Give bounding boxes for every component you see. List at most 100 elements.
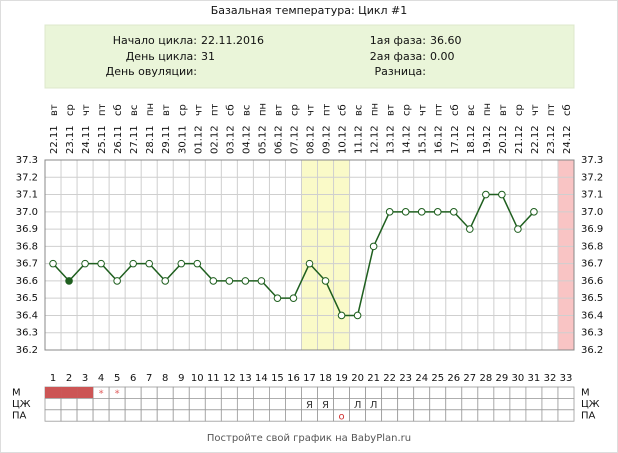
temperature-point: [161, 277, 170, 285]
row-cell: [445, 386, 463, 399]
x-date: 17.12: [450, 125, 461, 154]
x-day-number: 7: [146, 373, 152, 384]
row-cell: [269, 397, 286, 411]
x-date: 18.12: [466, 125, 477, 154]
chart-title: Базальная температура: Цикл #1: [211, 4, 408, 17]
row-cell: [445, 409, 463, 422]
temperature-point: [466, 225, 474, 233]
row-label: М: [12, 388, 21, 399]
x-date: 06.12: [273, 125, 284, 154]
x-weekday: чт: [418, 104, 429, 116]
temperature-point: [401, 208, 410, 216]
x-weekday: сб: [113, 104, 124, 116]
row-cell: [204, 409, 222, 422]
x-weekday: вт: [498, 104, 509, 116]
row-cell: [140, 386, 158, 399]
x-weekday: ср: [289, 104, 300, 116]
x-day-number: 32: [544, 373, 557, 384]
y2-tick-label: 37.3: [581, 155, 603, 166]
temperature-point: [385, 208, 394, 216]
row-cell: [44, 397, 62, 411]
highlight-column: [301, 160, 318, 350]
y-tick-label: 36.4: [16, 310, 38, 321]
row-cell: [493, 397, 511, 411]
x-weekday: чт: [530, 104, 541, 116]
temperature-point: [498, 190, 506, 199]
row-cell: [140, 409, 158, 422]
row-cell: [204, 386, 222, 399]
row-cell: [477, 409, 495, 422]
temperature-point: [369, 242, 378, 251]
info-value: 22.11.2016: [201, 34, 264, 47]
y-tick-label: 37.1: [16, 190, 38, 201]
y-tick-label: 37.0: [16, 207, 38, 218]
row-cell: [477, 386, 495, 399]
temperature-point: [337, 311, 346, 320]
x-date: 15.12: [418, 125, 429, 154]
row-cell: [124, 409, 142, 422]
row-cell: [301, 409, 318, 422]
row-cell: [333, 397, 350, 411]
row-cell: [365, 409, 383, 422]
x-date: 28.11: [145, 125, 156, 154]
temperature-point: [97, 259, 105, 268]
x-date: 09.12: [322, 125, 333, 154]
x-day-number: 15: [271, 373, 284, 384]
filled-cell: [77, 387, 94, 399]
row-cell: [92, 409, 110, 422]
y2-tick-label: 36.4: [581, 310, 603, 321]
x-day-number: 20: [351, 373, 364, 384]
highlight-column: [317, 160, 334, 350]
row-mark: *: [99, 389, 104, 400]
row-cell: [124, 386, 142, 399]
temperature-point: [113, 277, 121, 285]
row-label: ПА: [12, 411, 27, 422]
info-label: День цикла:: [126, 50, 197, 63]
row-cell: [509, 397, 527, 411]
row-cell: [108, 409, 126, 422]
y2-tick-label: 36.2: [581, 345, 603, 356]
temperature-point: [417, 208, 426, 216]
x-weekday: вт: [49, 104, 60, 116]
x-day-number: 10: [191, 373, 204, 384]
row-cell: [60, 409, 78, 422]
x-day-number: 3: [82, 373, 88, 384]
x-date: 22.11: [49, 125, 60, 154]
temperature-point: [273, 294, 282, 302]
x-day-number: 6: [130, 373, 136, 384]
x-date: 12.12: [370, 125, 381, 154]
x-date: 25.11: [97, 125, 108, 154]
row-cell: [220, 409, 238, 422]
row-cell: [172, 409, 190, 422]
x-day-number: 30: [512, 373, 525, 384]
info-label: 1ая фаза:: [370, 34, 426, 47]
row-cell: [108, 397, 126, 411]
row-cell: [301, 386, 318, 399]
x-weekday: пт: [97, 103, 108, 116]
row-cell: [445, 397, 463, 411]
info-value: 36.60: [430, 34, 462, 47]
filled-cell: [45, 387, 62, 399]
row-cell: [509, 409, 527, 422]
filled-cell: [61, 387, 78, 399]
highlight-column: [333, 160, 350, 350]
temperature-point: [353, 311, 362, 320]
row-label-right: М: [581, 388, 590, 399]
y2-tick-label: 37.1: [581, 190, 603, 201]
row-cell: [477, 397, 495, 411]
row-cell: [493, 386, 511, 399]
row-cell: [188, 409, 206, 422]
temperature-point: [482, 190, 490, 199]
row-cell: [285, 409, 302, 422]
row-cell: [140, 397, 158, 411]
row-cell: [220, 386, 238, 399]
row-cell: [317, 409, 334, 422]
row-cell: [429, 386, 447, 399]
x-weekday: вс: [129, 105, 140, 116]
x-day-number: 1: [50, 373, 56, 384]
x-date: 03.12: [225, 125, 236, 154]
row-cell: [60, 397, 78, 411]
x-weekday: пн: [370, 103, 381, 116]
x-date: 21.12: [514, 125, 525, 154]
